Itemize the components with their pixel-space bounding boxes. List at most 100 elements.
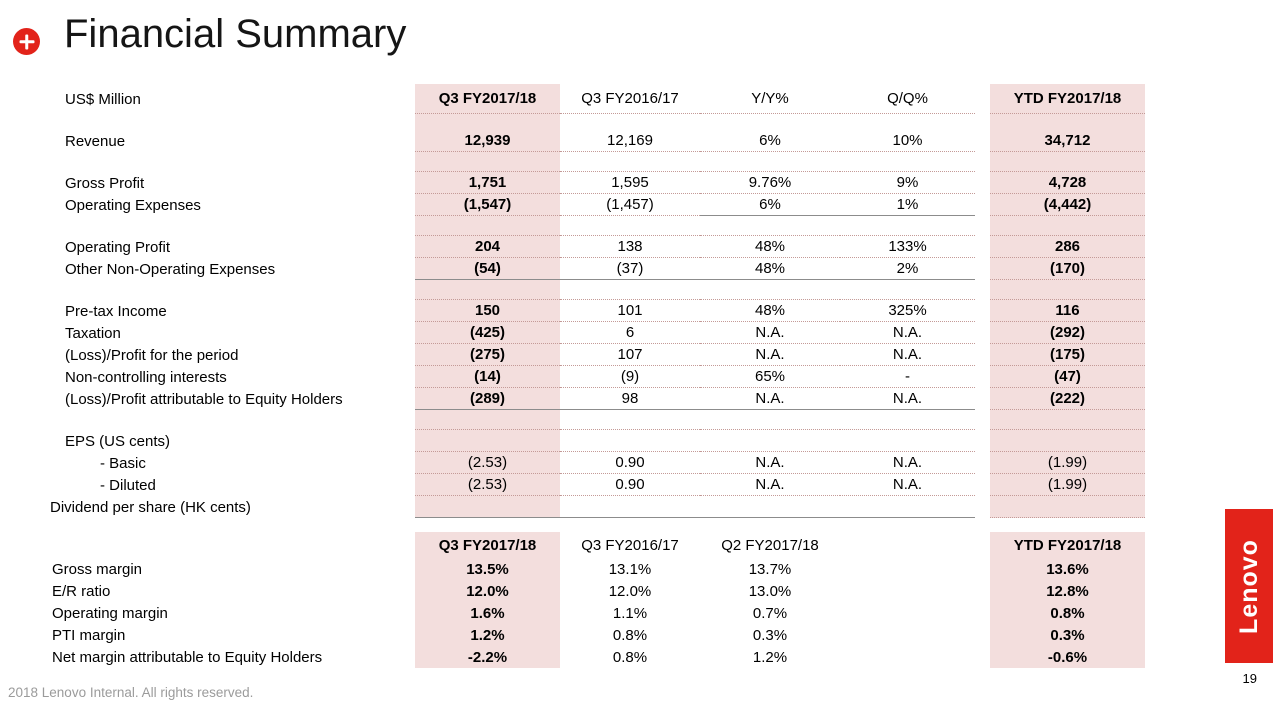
value-cell: N.A. (840, 474, 975, 496)
value-cell: (4,442) (990, 194, 1145, 216)
value-cell (840, 646, 975, 668)
column-gap (975, 194, 990, 216)
value-cell (990, 430, 1145, 452)
value-cell: 0.8% (990, 602, 1145, 624)
table-header-row: US$ Million Q3 FY2017/18 Q3 FY2016/17 Y/… (0, 84, 1145, 114)
value-cell: 1,595 (560, 172, 700, 194)
value-cell: N.A. (700, 474, 840, 496)
value-cell: 2% (840, 258, 975, 280)
margin-table: Q3 FY2017/18 Q3 FY2016/17 Q2 FY2017/18 Y… (0, 532, 1145, 668)
value-cell: (222) (990, 388, 1145, 410)
value-cell: 150 (415, 300, 560, 322)
value-cell: (1.99) (990, 474, 1145, 496)
value-cell: 116 (990, 300, 1145, 322)
value-cell (840, 602, 975, 624)
table-row: Other Non-Operating Expenses (54) (37) 4… (0, 258, 1145, 280)
row-label: Taxation (65, 324, 121, 342)
column-gap (975, 172, 990, 194)
column-header: Q3 FY2017/18 (415, 532, 560, 558)
value-cell: 34,712 (990, 130, 1145, 152)
column-header: YTD FY2017/18 (990, 532, 1145, 558)
column-header (840, 532, 975, 558)
table-row: Operating Expenses (1,547) (1,457) 6% 1%… (0, 194, 1145, 216)
column-gap (975, 496, 990, 518)
column-gap (975, 580, 990, 602)
column-header: Y/Y% (700, 84, 840, 114)
value-cell (840, 496, 975, 518)
value-cell: 12.0% (608, 582, 652, 600)
column-gap (975, 646, 990, 668)
table-row: - Diluted (2.53) 0.90 N.A. N.A. (1.99) (0, 474, 1145, 496)
table-row: Dividend per share (HK cents) (0, 496, 1145, 518)
value-cell: 9% (840, 172, 975, 194)
value-cell: 9.76% (700, 172, 840, 194)
value-cell: 138 (560, 236, 700, 258)
value-cell: (2.53) (415, 452, 560, 474)
spacer-row (0, 216, 1145, 236)
row-label: Revenue (65, 132, 126, 150)
value-cell: 13.1% (608, 560, 652, 578)
value-cell: 0.90 (560, 452, 700, 474)
value-cell: 48% (700, 258, 840, 280)
column-gap (975, 430, 990, 452)
value-cell: 107 (560, 344, 700, 366)
table-row: Gross margin 13.5% 13.1% 13.7% 13.6% (0, 558, 1145, 580)
value-cell (840, 580, 975, 602)
column-gap (975, 344, 990, 366)
row-label: (Loss)/Profit attributable to Equity Hol… (65, 390, 343, 408)
table-row: - Basic (2.53) 0.90 N.A. N.A. (1.99) (0, 452, 1145, 474)
value-cell: -0.6% (990, 646, 1145, 668)
value-cell: 13.5% (415, 558, 560, 580)
value-cell: 0.3% (752, 626, 788, 644)
value-cell: N.A. (840, 322, 975, 344)
value-cell: 48% (700, 236, 840, 258)
value-cell (840, 558, 975, 580)
table-row: (Loss)/Profit for the period (275) 107 N… (0, 344, 1145, 366)
row-label: - Basic (100, 454, 146, 472)
value-cell: N.A. (700, 452, 840, 474)
value-cell: 1.6% (415, 602, 560, 624)
value-cell: 12,939 (415, 130, 560, 152)
value-cell (700, 496, 840, 518)
table-row: Operating margin 1.6% 1.1% 0.7% 0.8% (0, 602, 1145, 624)
value-cell: N.A. (700, 322, 840, 344)
value-cell: 13.6% (990, 558, 1145, 580)
value-cell: 65% (700, 366, 840, 388)
value-cell: (170) (990, 258, 1145, 280)
column-gap (975, 258, 990, 280)
value-cell: 12,169 (560, 130, 700, 152)
value-cell: 13.7% (748, 560, 792, 578)
value-cell: 204 (415, 236, 560, 258)
column-header: Q/Q% (840, 84, 975, 114)
column-gap (975, 388, 990, 410)
lenovo-logo: Lenovo (1225, 509, 1273, 663)
value-cell: 6% (700, 130, 840, 152)
value-cell: 325% (840, 300, 975, 322)
column-gap (975, 130, 990, 152)
value-cell (560, 496, 700, 518)
value-cell: (47) (990, 366, 1145, 388)
column-header: Q2 FY2017/18 (721, 536, 819, 554)
value-cell (700, 430, 840, 452)
row-label: (Loss)/Profit for the period (65, 346, 239, 364)
row-label: Operating margin (52, 604, 168, 622)
table-row: Operating Profit 204 138 48% 133% 286 (0, 236, 1145, 258)
column-gap (975, 366, 990, 388)
footer-copyright: 2018 Lenovo Internal. All rights reserve… (8, 685, 254, 700)
unit-label: US$ Million (65, 90, 141, 108)
lenovo-logo-text: Lenovo (1234, 538, 1263, 634)
value-cell: 10% (840, 130, 975, 152)
value-cell: N.A. (700, 344, 840, 366)
value-cell (415, 496, 560, 518)
value-cell: 1.2% (752, 648, 788, 666)
column-header: Q3 FY2016/17 (560, 84, 700, 114)
value-cell: 12.0% (415, 580, 560, 602)
row-label: PTI margin (52, 626, 126, 644)
column-header: YTD FY2017/18 (990, 84, 1145, 114)
value-cell: (54) (415, 258, 560, 280)
row-label: - Diluted (100, 476, 156, 494)
value-cell: 1.2% (415, 624, 560, 646)
value-cell: 13.0% (748, 582, 792, 600)
value-cell: (289) (415, 388, 560, 410)
